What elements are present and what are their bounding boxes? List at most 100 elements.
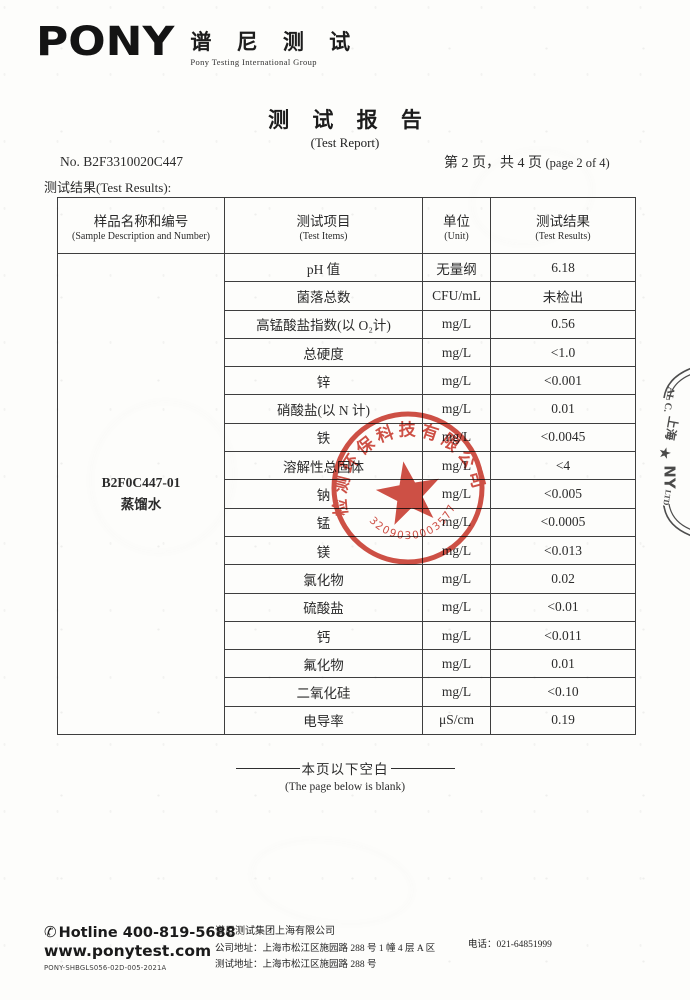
sample-name: 蒸馏水 xyxy=(120,497,162,513)
test-address: 测试地址：上海市松江区施园路 288 号 xyxy=(215,960,377,971)
unit-cell: CFU/mL xyxy=(422,281,491,311)
result-cell: <0.001 xyxy=(490,366,636,396)
test-item-cell: 高锰酸盐指数(以 O₂计) xyxy=(224,309,423,339)
result-cell: <0.10 xyxy=(490,677,636,707)
test-item-cell: 铁 xyxy=(224,422,423,453)
unit-cell: mg/L xyxy=(422,564,491,594)
header-sample-cn: 样品名称和编号 xyxy=(93,213,189,229)
result-cell: <0.005 xyxy=(490,479,636,509)
unit-cell: mg/L xyxy=(422,507,491,537)
table-row: 总硬度 mg/L <1.0 xyxy=(58,337,636,368)
table-row: 电导率 μS/cm 0.19 xyxy=(58,705,636,736)
company-name: 谱尼测试集团上海有限公司 xyxy=(215,926,335,937)
page-indicator-en: (page 2 of 4) xyxy=(545,156,610,170)
document-code: PONY-SHBGLS056-02D-005-2021A xyxy=(44,964,167,972)
header-results-en: (Test Results) xyxy=(535,230,591,242)
phone-icon: ✆ xyxy=(44,923,57,941)
scan-smudge xyxy=(244,828,420,936)
unit-cell: mg/L xyxy=(422,620,491,651)
blank-note-cn: 本页以下空白 xyxy=(301,762,389,777)
test-item-cell: 镁 xyxy=(224,535,423,566)
unit-cell: mg/L xyxy=(422,337,491,368)
results-label: 测试结果(Test Results): xyxy=(44,180,172,195)
result-cell: <0.01 xyxy=(490,592,636,622)
test-item-cell: 硫酸盐 xyxy=(224,592,423,622)
test-item-cell: 钠 xyxy=(224,479,423,509)
edge-stamp-text: NY xyxy=(660,465,679,489)
unit-cell: mg/L xyxy=(422,677,491,707)
unit-cell: μS/cm xyxy=(422,705,491,736)
test-item-cell: 氟化物 xyxy=(224,649,423,679)
test-item-cell: 锰 xyxy=(224,507,423,537)
result-cell: 0.02 xyxy=(490,564,636,594)
result-cell: <0.011 xyxy=(490,620,636,651)
blank-note: 本页以下空白 (The page below is blank) xyxy=(0,758,690,793)
header-test-items-cn: 测试项目 xyxy=(296,213,351,229)
hotline: ✆ Hotline 400-819-5688 xyxy=(44,923,236,941)
table-row: 锌 mg/L <0.001 xyxy=(58,366,636,396)
results-table: 样品名称和编号 (Sample Description and Number) … xyxy=(57,197,636,736)
table-row: 菌落总数 CFU/mL 未检出 xyxy=(58,281,636,311)
header-test-items-en: (Test Items) xyxy=(299,230,348,242)
edge-stamp: AL C. 上海 ★ NY LTD. xyxy=(652,364,690,540)
test-item-cell: 硝酸盐(以 N 计) xyxy=(224,394,423,424)
unit-cell: 无量纲 xyxy=(422,252,491,283)
edge-stamp-text: LTD. xyxy=(660,488,673,509)
header-sample-en: (Sample Description and Number) xyxy=(71,230,211,242)
table-row: 硫酸盐 mg/L <0.01 xyxy=(58,592,636,622)
table-row: 二氧化硅 mg/L <0.10 xyxy=(58,677,636,707)
sample-code: B2F0C447-01 xyxy=(101,475,181,491)
result-cell: 0.01 xyxy=(490,394,636,424)
edge-stamp-text: 上海 xyxy=(662,415,681,442)
star-icon: ★ xyxy=(656,444,674,464)
header-sample: 样品名称和编号 (Sample Description and Number) xyxy=(57,197,225,254)
logo: PONY 谱 尼 测 试 Pony Testing International … xyxy=(36,20,360,67)
unit-cell: mg/L xyxy=(422,422,491,453)
page-title: 测 试 报 告 xyxy=(268,108,431,132)
results-tbody: B2F0C447-01 蒸馏水 pH 值无量纲 6.18 菌落总数 CFU/mL 未检出 高锰… xyxy=(57,252,636,736)
header-test-items: 测试项目 (Test Items) xyxy=(224,197,423,254)
test-item-cell: pH 值 xyxy=(224,252,423,283)
table-row: 氯化物 mg/L 0.02 xyxy=(58,564,636,594)
unit-cell: mg/L xyxy=(422,479,491,509)
table-row: 高锰酸盐指数(以 O₂计) mg/L 0.56 xyxy=(58,309,636,339)
test-item-cell: 氯化物 xyxy=(224,564,423,594)
unit-cell: mg/L xyxy=(422,309,491,339)
header-unit-cn: 单位 xyxy=(443,213,470,229)
blank-note-en: (The page below is blank) xyxy=(284,781,406,793)
header-results-cn: 测试结果 xyxy=(536,213,590,229)
footer-company-block: 谱尼测试集团上海有限公司 公司地址：上海市松江区施园路 288 号 1 幢 4 … xyxy=(215,923,435,974)
footer-phone: 电话：021-64851999 xyxy=(468,940,552,950)
unit-cell: mg/L xyxy=(422,592,491,622)
table-row: 钙 mg/L <0.011 xyxy=(58,620,636,651)
result-cell: 0.01 xyxy=(490,649,636,679)
edge-stamp-arcs xyxy=(663,367,690,537)
test-item-cell: 电导率 xyxy=(224,705,423,736)
result-cell: <0.0005 xyxy=(490,507,636,537)
sample-cell: B2F0C447-01 蒸馏水 xyxy=(57,252,225,736)
logo-cn-block: 谱 尼 测 试 Pony Testing International Group xyxy=(190,20,360,67)
unit-cell: mg/L xyxy=(422,366,491,396)
website-link: www.ponytest.com xyxy=(44,942,212,960)
table-row: B2F0C447-01 蒸馏水 pH 值无量纲 6.18 xyxy=(57,252,636,736)
result-cell: <0.013 xyxy=(490,535,636,566)
result-cell: <1.0 xyxy=(490,337,636,368)
hotline-text: Hotline 400-819-5688 xyxy=(58,925,236,941)
header-results: 测试结果 (Test Results) xyxy=(490,197,636,254)
unit-cell: mg/L xyxy=(422,649,491,679)
table-header-row: 样品名称和编号 (Sample Description and Number) … xyxy=(57,197,636,254)
company-address: 公司地址：上海市松江区施园路 288 号 1 幢 4 层 A 区 xyxy=(215,943,436,954)
header-unit-en: (Unit) xyxy=(444,230,469,242)
dash-line xyxy=(235,767,300,769)
unit-cell: mg/L xyxy=(422,535,491,566)
result-cell: <4 xyxy=(490,451,636,481)
test-item-cell: 二氧化硅 xyxy=(224,677,423,707)
result-cell: 6.18 xyxy=(490,252,636,283)
result-cell: 0.56 xyxy=(490,309,636,339)
title-block: 测 试 报 告 (Test Report) xyxy=(0,104,690,151)
header-unit: 单位 (Unit) xyxy=(422,197,491,254)
logo-subtitle: Pony Testing International Group xyxy=(190,57,317,67)
page-title-en: (Test Report) xyxy=(310,135,380,150)
test-item-cell: 钙 xyxy=(224,620,423,651)
